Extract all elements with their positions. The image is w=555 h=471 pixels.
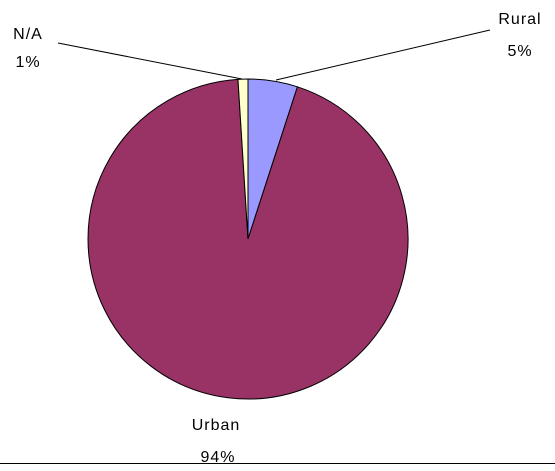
data-label-na-name: N/A [13, 26, 43, 43]
leader-line-na [57, 42, 243, 80]
pie-slices [87, 78, 409, 400]
data-label-urban-value: 94% [200, 449, 235, 466]
data-label-na-value: 1% [15, 54, 40, 71]
data-label-rural: Rural 5% [498, 11, 541, 60]
data-label-urban-name: Urban [192, 417, 241, 434]
pie-slice-urban [87, 78, 409, 400]
data-label-urban: Urban 94% [192, 417, 241, 466]
data-label-na: N/A 1% [13, 26, 43, 71]
pie-slice-na [237, 78, 249, 240]
data-label-rural-value: 5% [507, 43, 532, 60]
leader-line-rural [275, 29, 491, 81]
data-label-rural-name: Rural [498, 11, 541, 28]
leader-lines [57, 29, 491, 81]
bottom-border [0, 463, 555, 464]
